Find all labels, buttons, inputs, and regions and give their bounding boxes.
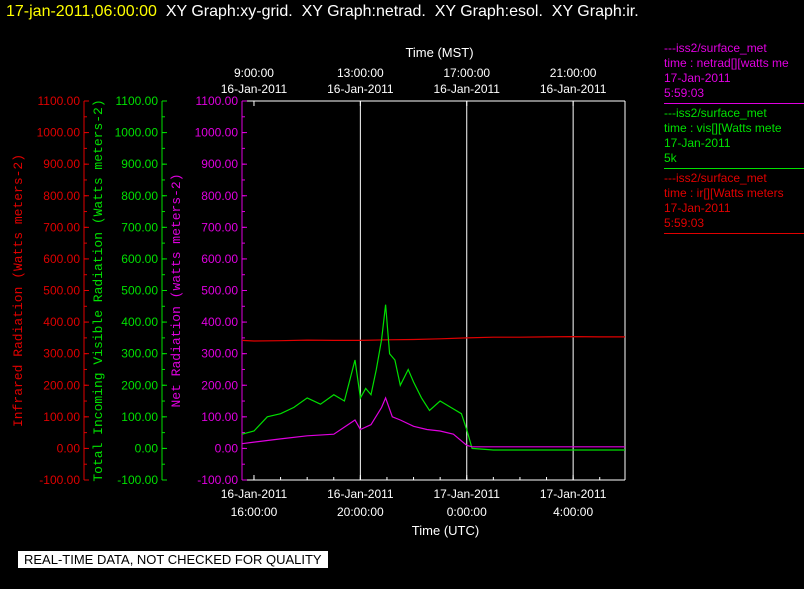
y-tick-label: 500.00 bbox=[121, 284, 158, 298]
graph-title: 17-jan-2011,06:00:00 XY Graph:xy-grid. X… bbox=[6, 3, 639, 21]
series-line-ir bbox=[241, 335, 625, 342]
y-tick-label: 800.00 bbox=[43, 189, 80, 203]
legend-station: ---iss2/surface_met bbox=[664, 171, 767, 185]
y-tick-label: -100.00 bbox=[197, 473, 238, 487]
y-axis-label: Net Radiation (watts meters-2) bbox=[169, 173, 184, 407]
bottom-tick-time: 0:00:00 bbox=[447, 505, 487, 519]
y-tick-label: 300.00 bbox=[201, 347, 238, 361]
top-tick-time: 9:00:00 bbox=[234, 66, 274, 80]
y-tick-label: 400.00 bbox=[43, 315, 80, 329]
bottom-tick-time: 20:00:00 bbox=[337, 505, 384, 519]
bottom-tick-time: 4:00:00 bbox=[553, 505, 593, 519]
y-tick-label: 0.00 bbox=[215, 441, 239, 455]
y-tick-label: 600.00 bbox=[201, 252, 238, 266]
y-tick-label: 1100.00 bbox=[116, 94, 159, 108]
y-tick-label: 800.00 bbox=[121, 189, 158, 203]
y-tick-label: 500.00 bbox=[43, 284, 80, 298]
y-tick-label: 600.00 bbox=[43, 252, 80, 266]
y-tick-label: -100.00 bbox=[117, 473, 158, 487]
legend-variable: time : vis[][Watts mete bbox=[664, 121, 782, 135]
y-tick-label: 200.00 bbox=[121, 378, 158, 392]
y-tick-label: 600.00 bbox=[121, 252, 158, 266]
y-tick-label: 100.00 bbox=[201, 410, 238, 424]
quality-warning: REAL-TIME DATA, NOT CHECKED FOR QUALITY bbox=[18, 551, 328, 568]
y-tick-label: 0.00 bbox=[135, 441, 159, 455]
y-tick-label: 900.00 bbox=[201, 157, 238, 171]
legend-date: 17-Jan-2011 bbox=[664, 201, 731, 215]
y-tick-label: 0.00 bbox=[57, 441, 81, 455]
y-tick-label: 100.00 bbox=[43, 410, 80, 424]
y-tick-label: 700.00 bbox=[121, 220, 158, 234]
top-tick-time: 21:00:00 bbox=[550, 66, 597, 80]
bottom-tick-date: 17-Jan-2011 bbox=[433, 487, 500, 501]
y-tick-label: 500.00 bbox=[201, 284, 238, 298]
y-tick-label: 1100.00 bbox=[38, 94, 81, 108]
legend-station: ---iss2/surface_met bbox=[664, 106, 767, 120]
legend: ---iss2/surface_met time : netrad[][watt… bbox=[664, 41, 804, 236]
bottom-axis-label: Time (UTC) bbox=[412, 523, 479, 538]
y-tick-label: 400.00 bbox=[201, 315, 238, 329]
bottom-tick-date: 16-Jan-2011 bbox=[221, 487, 288, 501]
y-axis-label: Total Incoming Visible Radiation (Watts … bbox=[91, 99, 106, 481]
series-line-netrad bbox=[241, 396, 625, 448]
top-axis-label: Time (MST) bbox=[405, 45, 473, 60]
legend-extra: 5k bbox=[664, 151, 677, 165]
legend-variable: time : ir[][Watts meters bbox=[664, 186, 784, 200]
legend-entry-vis: ---iss2/surface_met time : vis[][Watts m… bbox=[664, 106, 804, 169]
series-line-vis bbox=[241, 304, 625, 451]
y-tick-label: 900.00 bbox=[121, 157, 158, 171]
y-tick-label: 400.00 bbox=[121, 315, 158, 329]
top-tick-date: 16-Jan-2011 bbox=[433, 82, 500, 96]
y-tick-label: 300.00 bbox=[121, 347, 158, 361]
y-tick-label: 1000.00 bbox=[115, 126, 159, 140]
top-tick-date: 16-Jan-2011 bbox=[221, 82, 288, 96]
y-tick-label: 800.00 bbox=[201, 189, 238, 203]
y-tick-label: 1100.00 bbox=[196, 94, 239, 108]
y-tick-label: 1000.00 bbox=[195, 126, 239, 140]
title-date: 17-jan-2011,06:00:00 bbox=[6, 3, 157, 20]
legend-date: 17-Jan-2011 bbox=[664, 136, 731, 150]
y-tick-label: 700.00 bbox=[201, 220, 238, 234]
legend-variable: time : netrad[][watts me bbox=[664, 56, 789, 70]
y-tick-label: -100.00 bbox=[39, 473, 80, 487]
bottom-tick-date: 17-Jan-2011 bbox=[540, 487, 607, 501]
bottom-tick-time: 16:00:00 bbox=[231, 505, 278, 519]
bottom-tick-date: 16-Jan-2011 bbox=[327, 487, 394, 501]
legend-entry-netrad: ---iss2/surface_met time : netrad[][watt… bbox=[664, 41, 804, 104]
top-tick-time: 13:00:00 bbox=[337, 66, 384, 80]
top-tick-date: 16-Jan-2011 bbox=[327, 82, 394, 96]
y-tick-label: 1000.00 bbox=[37, 126, 81, 140]
legend-entry-ir: ---iss2/surface_met time : ir[][Watts me… bbox=[664, 171, 804, 234]
legend-station: ---iss2/surface_met bbox=[664, 41, 767, 55]
y-tick-label: 700.00 bbox=[43, 220, 80, 234]
top-tick-date: 16-Jan-2011 bbox=[540, 82, 607, 96]
legend-time: 5:59:03 bbox=[664, 86, 705, 100]
y-tick-label: 200.00 bbox=[43, 378, 80, 392]
legend-date: 17-Jan-2011 bbox=[664, 71, 731, 85]
top-tick-time: 17:00:00 bbox=[443, 66, 490, 80]
y-tick-label: 300.00 bbox=[43, 347, 80, 361]
title-graphs: XY Graph:xy-grid. XY Graph:netrad. XY Gr… bbox=[165, 3, 639, 20]
y-axis-label: Infrared Radiation (Watts meters-2) bbox=[11, 154, 26, 427]
y-tick-label: 200.00 bbox=[201, 378, 238, 392]
y-tick-label: 100.00 bbox=[121, 410, 158, 424]
legend-time: 5:59:03 bbox=[664, 216, 705, 230]
y-tick-label: 900.00 bbox=[43, 157, 80, 171]
